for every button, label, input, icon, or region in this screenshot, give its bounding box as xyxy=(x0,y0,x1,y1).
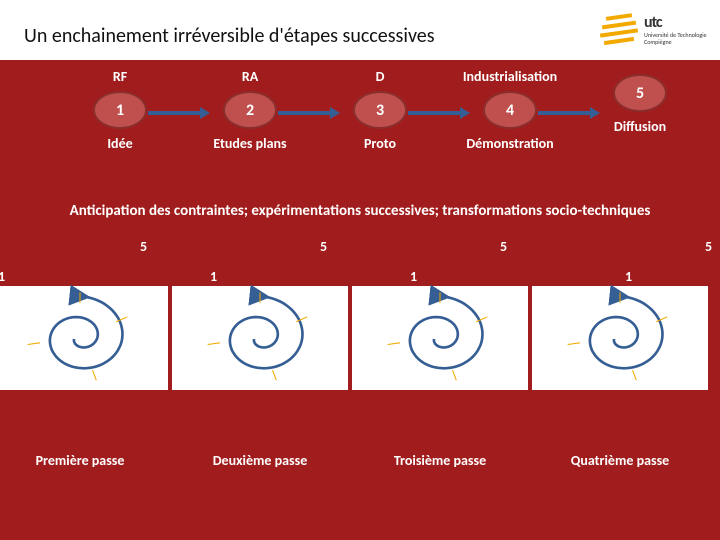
pass-caption: Quatrième passe xyxy=(530,452,710,469)
chain-step: 5 Diffusion xyxy=(590,68,690,135)
step-top-label: D xyxy=(330,68,430,85)
pass-end-label: 5 xyxy=(320,238,327,255)
slide: Un enchainement irréversible d'étapes su… xyxy=(0,0,720,540)
spiral-passes: 51Première passe51Deuxième passe51Troisi… xyxy=(0,238,720,478)
pass-end-label: 5 xyxy=(140,238,147,255)
spiral-icon xyxy=(360,258,520,408)
step-bottom-label: Etudes plans xyxy=(200,135,300,152)
pass-end-label: 5 xyxy=(500,238,507,255)
logo-text: utc Université de Technologie Compiègne xyxy=(644,13,707,45)
spiral-icon xyxy=(180,258,340,408)
step-bottom-label: Diffusion xyxy=(590,118,690,135)
arrow-right-icon xyxy=(148,110,210,116)
step-top-label: RA xyxy=(200,68,300,85)
logo-line2: Compiègne xyxy=(644,39,707,46)
arrow-right-icon xyxy=(408,110,470,116)
step-node: 5 xyxy=(613,74,667,112)
step-node: 4 xyxy=(483,91,537,129)
step-node: 2 xyxy=(223,91,277,129)
mid-caption: Anticipation des contraintes; expériment… xyxy=(0,202,720,220)
utc-logo: utc Université de Technologie Compiègne xyxy=(600,6,710,52)
header: Un enchainement irréversible d'étapes su… xyxy=(0,0,720,60)
spiral-icon xyxy=(540,258,700,408)
step-top-label: Industrialisation xyxy=(460,68,560,85)
pass-caption: Première passe xyxy=(0,452,170,469)
spiral-icon xyxy=(0,258,160,408)
step-bottom-label: Proto xyxy=(330,135,430,152)
pass-caption: Troisième passe xyxy=(350,452,530,469)
arrow-right-icon xyxy=(538,110,600,116)
step-bottom-label: Idée xyxy=(70,135,170,152)
step-bottom-label: Démonstration xyxy=(460,135,560,152)
logo-wordmark: utc xyxy=(644,13,707,32)
pass-caption: Deuxième passe xyxy=(170,452,350,469)
process-chain: RF 1 Idée RA 2 Etudes plans D 3 Proto Industriali… xyxy=(60,68,690,188)
slide-title: Un enchainement irréversible d'étapes su… xyxy=(24,24,435,48)
arrow-right-icon xyxy=(278,110,340,116)
content-area: RF 1 Idée RA 2 Etudes plans D 3 Proto Industriali… xyxy=(0,60,720,540)
step-node: 1 xyxy=(93,91,147,129)
pass-end-label: 5 xyxy=(705,238,712,255)
step-node: 3 xyxy=(353,91,407,129)
step-top-label: RF xyxy=(70,68,170,85)
logo-mark-icon xyxy=(600,13,640,45)
